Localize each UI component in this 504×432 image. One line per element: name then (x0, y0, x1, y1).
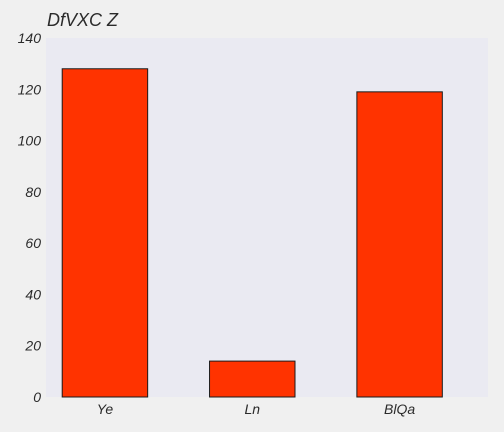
y-tick-label: 60 (25, 235, 41, 251)
bar-blqa (356, 91, 443, 398)
y-tick-label: 0 (33, 389, 41, 405)
bar-ln (209, 360, 296, 398)
x-axis-ticks: Ye Ln BlQa (97, 401, 416, 417)
x-tick-label: Ln (244, 401, 260, 417)
x-tick-label: BlQa (384, 401, 415, 417)
y-tick-label: 100 (18, 133, 42, 149)
chart-title: DfVXC Z (47, 10, 119, 30)
y-tick-label: 20 (24, 338, 41, 354)
y-axis-ticks: 0 20 40 60 80 100 120 140 (18, 30, 42, 405)
y-tick-label: 80 (25, 184, 41, 200)
x-tick-label: Ye (97, 401, 114, 417)
bars-group (61, 68, 443, 398)
y-tick-label: 120 (18, 81, 42, 97)
y-tick-label: 40 (25, 286, 41, 302)
y-tick-label: 140 (18, 30, 42, 46)
bar-ye (61, 68, 149, 398)
